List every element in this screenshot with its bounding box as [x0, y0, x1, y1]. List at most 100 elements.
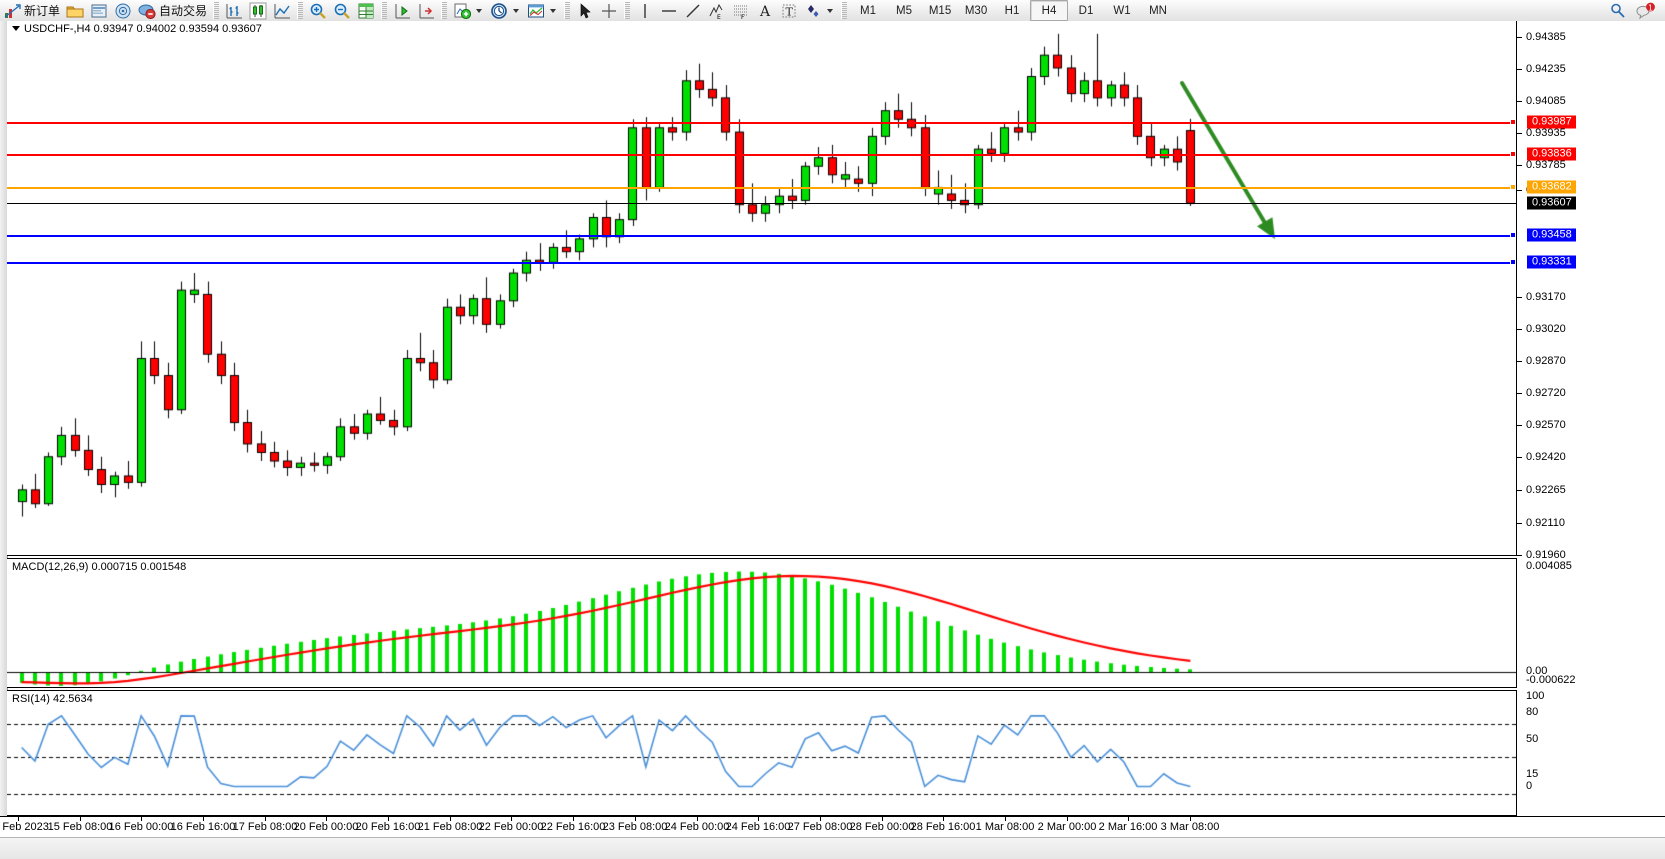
trendline-button[interactable] [681, 1, 705, 20]
text-button[interactable]: A [753, 1, 777, 20]
macd-scale-max: 0.004085 [1526, 560, 1572, 572]
auto-scroll-button[interactable] [414, 1, 438, 20]
price-level-tag-pivot[interactable]: 0.93682 [1527, 180, 1576, 194]
price-tick [1517, 425, 1522, 426]
price-tick [1517, 165, 1522, 166]
price-level-line-0.93836[interactable] [7, 154, 1516, 157]
horizontal-line-button[interactable] [657, 1, 681, 20]
timeframe-h4[interactable]: H4 [1030, 0, 1069, 21]
price-pane[interactable]: USDCHF-,H4 0.93947 0.94002 0.93594 0.936… [7, 21, 1517, 556]
rsi-scale-15: 15 [1526, 768, 1539, 780]
fibonacci-button[interactable]: F [729, 1, 753, 21]
time-tick-label: 22 Feb 16:00 [540, 821, 606, 833]
price-tick [1517, 329, 1522, 330]
data-window-button[interactable] [354, 1, 378, 20]
autotrading-icon [138, 2, 156, 20]
indicators-button[interactable] [450, 1, 487, 20]
price-level-tag-resistance[interactable]: 0.93987 [1527, 115, 1576, 129]
symbol-info-label: USDCHF-,H4 0.93947 0.94002 0.93594 0.936… [11, 23, 263, 35]
zoom-out-button[interactable] [330, 1, 354, 20]
price-level-line-0.93331[interactable] [7, 262, 1516, 265]
price-level-tag-resistance[interactable]: 0.93836 [1527, 147, 1576, 161]
price-tick [1517, 361, 1522, 362]
line-chart-button[interactable] [270, 1, 294, 20]
price-level-tag-last-price[interactable]: 0.93607 [1527, 196, 1576, 210]
folder-button[interactable] [63, 1, 87, 20]
collapse-arrow-icon[interactable] [12, 26, 20, 31]
templates-button[interactable] [524, 1, 561, 20]
macd-canvas[interactable] [7, 559, 1516, 688]
timeframe-m30[interactable]: M30 [964, 4, 988, 17]
time-tick-label: 24 Feb 00:00 [664, 821, 730, 833]
price-tick [1517, 490, 1522, 491]
timeframe-m15[interactable]: M15 [928, 4, 952, 17]
timeframe-w1[interactable]: W1 [1113, 4, 1131, 17]
svg-text:F: F [741, 14, 745, 20]
macd-scale-min: -0.000622 [1526, 674, 1576, 686]
chevron-down-icon[interactable] [827, 8, 834, 13]
folder-icon [66, 2, 84, 20]
elliott-icon: E [708, 2, 726, 21]
chevron-down-icon[interactable] [550, 8, 557, 13]
time-tick [18, 817, 19, 821]
macd-pane[interactable]: MACD(12,26,9) 0.000715 0.001548 [7, 558, 1517, 688]
timeframe-m5[interactable]: M5 [896, 4, 913, 17]
timeframe-m1[interactable]: M1 [860, 4, 877, 17]
autotrading-button[interactable]: 自动交易 [135, 1, 210, 20]
candlestick-chart-icon [249, 2, 267, 20]
rsi-canvas[interactable] [7, 691, 1516, 816]
timeframe-h1[interactable]: H1 [1004, 4, 1020, 17]
cursor-button[interactable] [573, 1, 597, 20]
fibo-icon: F [732, 2, 750, 21]
price-level-handle[interactable] [1510, 232, 1516, 239]
time-tick-label: 14 Feb 2023 [0, 821, 49, 833]
shapes-button[interactable] [801, 1, 838, 20]
price-tick-label: 0.94085 [1526, 95, 1566, 108]
time-tick-label: 16 Feb 16:00 [170, 821, 236, 833]
price-level-line-0.93607[interactable] [7, 203, 1516, 205]
chat-icon[interactable]: 1 [1635, 2, 1657, 20]
price-level-handle[interactable] [1510, 151, 1516, 158]
price-canvas[interactable] [7, 21, 1516, 555]
chart-shift-button[interactable] [390, 1, 414, 20]
line-chart-icon [273, 2, 291, 20]
price-tick [1517, 37, 1522, 38]
price-level-line-0.93458[interactable] [7, 235, 1516, 238]
price-scale[interactable]: 0.94385 0.94235 0.94085 0.93935 0.93785 0.936… [1517, 21, 1665, 816]
chevron-down-icon[interactable] [513, 8, 520, 13]
zoom-in-button[interactable] [306, 1, 330, 20]
label-button[interactable]: T [777, 1, 801, 20]
price-level-handle[interactable] [1510, 119, 1516, 126]
new-order-button[interactable]: 新订单 [0, 1, 63, 20]
terminal-button[interactable] [87, 1, 111, 20]
time-tick-label: 16 Feb 00:00 [108, 821, 174, 833]
price-level-tag-support[interactable]: 0.93331 [1527, 255, 1576, 269]
rsi-pane[interactable]: RSI(14) 42.5634 [7, 690, 1517, 816]
elliott-wave-button[interactable]: E [705, 1, 729, 21]
period-button[interactable] [487, 1, 524, 20]
bar-chart-button[interactable] [222, 1, 246, 20]
time-tick [450, 817, 451, 821]
price-tick-label: 0.94385 [1526, 31, 1566, 44]
timeframe-d1[interactable]: D1 [1078, 4, 1094, 17]
navigator-button[interactable] [111, 1, 135, 20]
price-level-tag-support[interactable]: 0.93458 [1527, 228, 1576, 242]
chart-shift-icon [393, 2, 411, 20]
chevron-down-icon[interactable] [476, 8, 483, 13]
time-tick [758, 817, 759, 821]
price-level-line-0.93987[interactable] [7, 122, 1516, 125]
time-tick [1005, 817, 1006, 821]
price-level-line-0.93682[interactable] [7, 187, 1516, 190]
search-icon[interactable] [1609, 2, 1627, 20]
templates-icon [527, 2, 545, 20]
bar-chart-icon [225, 2, 243, 20]
price-level-handle[interactable] [1510, 259, 1516, 266]
timeframe-mn[interactable]: MN [1149, 4, 1167, 17]
vertical-line-button[interactable] [633, 1, 657, 20]
crosshair-button[interactable] [597, 1, 621, 20]
toolbar-separator [841, 2, 848, 19]
toolbar-separator [564, 2, 571, 19]
price-level-handle[interactable] [1510, 184, 1516, 191]
candlestick-chart-button[interactable] [246, 1, 270, 20]
